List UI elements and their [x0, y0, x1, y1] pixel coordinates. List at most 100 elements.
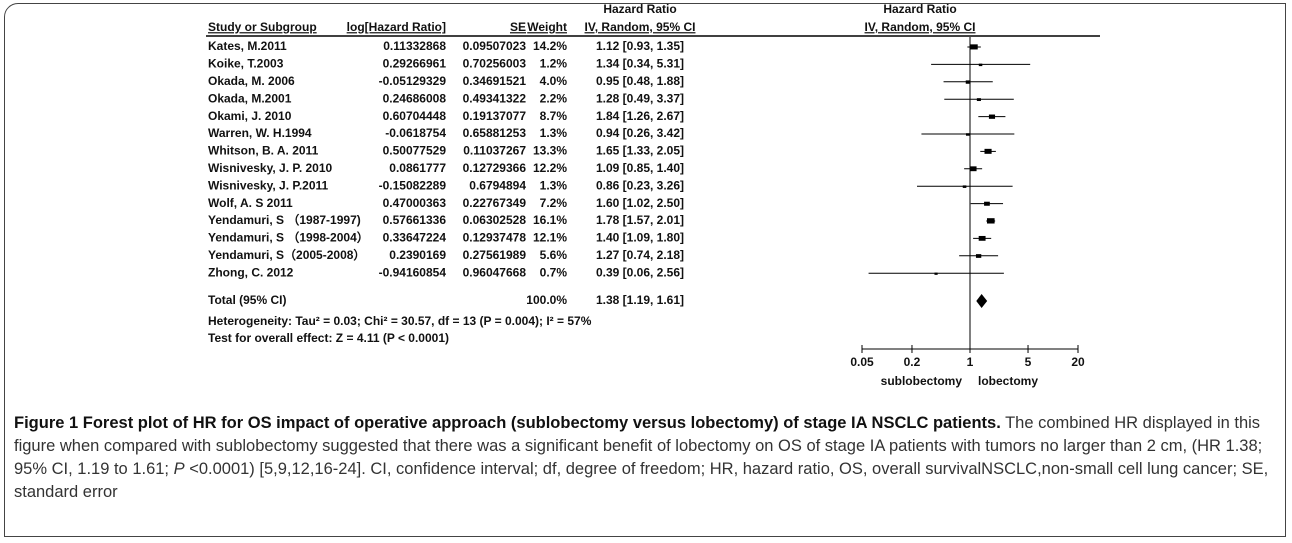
point-estimate	[988, 114, 996, 119]
weight: 1.3%	[540, 178, 568, 192]
log-hr: -0.0618754	[385, 126, 446, 140]
point-estimate	[976, 98, 981, 102]
se: 0.6794894	[469, 178, 526, 192]
caption-italic: P	[173, 460, 185, 478]
point-estimate	[986, 218, 995, 224]
log-hr: 0.11332868	[383, 39, 446, 53]
column-header: Study or Subgroup	[208, 20, 317, 34]
log-hr: 0.47000363	[383, 196, 447, 210]
weight: 0.7%	[540, 265, 568, 279]
log-hr: 0.50077529	[383, 144, 447, 158]
caption-body: <0.0001) [5,9,12,16-24]. CI, confidence …	[14, 460, 1269, 501]
se: 0.22767349	[463, 196, 527, 210]
log-hr: -0.05129329	[379, 74, 447, 88]
column-header: log[Hazard Ratio]	[347, 20, 446, 34]
se: 0.11037267	[463, 144, 526, 158]
study-name: Okada, M.2001	[208, 91, 292, 105]
hr-ci: 1.12 [0.93, 1.35]	[596, 39, 684, 53]
figure-frame	[4, 3, 1286, 537]
study-name: Koike, T.2003	[208, 57, 284, 71]
weight: 12.1%	[533, 231, 567, 245]
x-tick-label: 5	[1025, 355, 1032, 369]
se: 0.49341322	[463, 91, 527, 105]
header: Hazard Ratio	[603, 2, 676, 16]
point-estimate	[965, 133, 970, 136]
se: 0.34691521	[463, 74, 527, 88]
se: 0.06302528	[463, 213, 527, 227]
weight: 8.7%	[540, 109, 568, 123]
weight: 16.1%	[533, 213, 567, 227]
study-name: Whitson, B. A. 2011	[208, 144, 319, 158]
log-hr: 0.57661336	[383, 213, 447, 227]
overall-effect: Test for overall effect: Z = 4.11 (P < 0…	[208, 331, 449, 345]
log-hr: 0.0861777	[389, 161, 446, 175]
total-name: Total (95% CI)	[208, 293, 286, 307]
weight: 1.3%	[540, 126, 568, 140]
hr-ci: 0.39 [0.06, 2.56]	[596, 265, 684, 279]
x-tick-label: 1	[967, 355, 974, 369]
hr-ci: 1.27 [0.74, 2.18]	[596, 248, 684, 262]
study-name: Wisnivesky, J. P. 2010	[208, 161, 333, 175]
weight: 13.3%	[533, 144, 567, 158]
study-name: Warren, W. H.1994	[208, 126, 312, 140]
hr-ci: 0.95 [0.48, 1.88]	[596, 74, 684, 88]
heterogeneity: Heterogeneity: Tau² = 0.03; Chi² = 30.57…	[208, 314, 592, 328]
weight: 14.2%	[533, 39, 567, 53]
caption: Figure 1 Forest plot of HR for OS impact…	[14, 412, 1279, 504]
weight: 12.2%	[533, 161, 567, 175]
hr-ci: 1.34 [0.34, 5.31]	[596, 57, 684, 71]
log-hr: 0.24686008	[383, 91, 447, 105]
log-hr: -0.94160854	[379, 265, 447, 279]
se: 0.19137077	[463, 109, 527, 123]
log-hr: 0.29266961	[383, 57, 447, 71]
hr-ci: 1.84 [1.26, 2.67]	[596, 109, 684, 123]
point-estimate	[970, 44, 978, 50]
caption-title: Figure 1 Forest plot of HR for OS impact…	[14, 414, 1001, 432]
hr-ci: 1.28 [0.49, 3.37]	[596, 91, 684, 105]
study-name: Yendamuri, S （1998-2004）	[208, 230, 369, 245]
study-name: Kates, M.2011	[208, 39, 287, 53]
column-header: IV, Random, 95% CI	[585, 20, 696, 34]
column-header: IV, Random, 95% CI	[865, 20, 976, 34]
study-name: Yendamuri, S （1987-1997)	[208, 212, 361, 227]
hr-ci: 1.65 [1.33, 2.05]	[596, 144, 684, 158]
point-estimate	[975, 254, 982, 258]
weight: 7.2%	[540, 196, 568, 210]
column-header: Weight	[527, 20, 567, 34]
se: 0.65881253	[463, 126, 527, 140]
total-hr-ci: 1.38 [1.19, 1.61]	[596, 293, 684, 307]
study-name: Wolf, A. S 2011	[208, 196, 293, 210]
point-estimate	[984, 148, 992, 154]
x-tick-label: 0.05	[850, 355, 874, 369]
hr-ci: 1.78 [1.57, 2.01]	[596, 213, 684, 227]
log-hr: 0.33647224	[383, 231, 447, 245]
caption-body: The combined HR displayed in this figure…	[14, 414, 1263, 478]
x-tick-label: 0.2	[904, 355, 921, 369]
se: 0.96047668	[463, 265, 527, 279]
study-name: Zhong, C. 2012	[208, 265, 294, 279]
x-tick-label: 20	[1071, 355, 1085, 369]
point-estimate	[934, 272, 938, 275]
study-name: Yendamuri, S（2005-2008）	[208, 247, 365, 262]
weight: 1.2%	[540, 57, 568, 71]
weight: 4.0%	[540, 74, 568, 88]
point-estimate	[984, 201, 990, 206]
hr-ci: 0.94 [0.26, 3.42]	[596, 126, 684, 140]
se: 0.70256003	[463, 57, 527, 71]
weight: 5.6%	[540, 248, 568, 262]
se: 0.12937478	[463, 231, 527, 245]
log-hr: -0.15082289	[379, 178, 447, 192]
study-name: Okami, J. 2010	[208, 109, 292, 123]
se: 0.09507023	[463, 39, 527, 53]
point-estimate	[978, 235, 986, 241]
hr-ci: 0.86 [0.23, 3.26]	[596, 178, 684, 192]
se: 0.27561989	[463, 248, 527, 262]
log-hr: 0.60704448	[383, 109, 447, 123]
point-estimate	[978, 63, 983, 67]
study-name: Wisnivesky, J. P.2011	[208, 178, 329, 192]
study-name: Okada, M. 2006	[208, 74, 295, 88]
point-estimate	[962, 185, 967, 188]
point-estimate	[965, 80, 971, 84]
total-weight: 100.0%	[526, 293, 567, 307]
